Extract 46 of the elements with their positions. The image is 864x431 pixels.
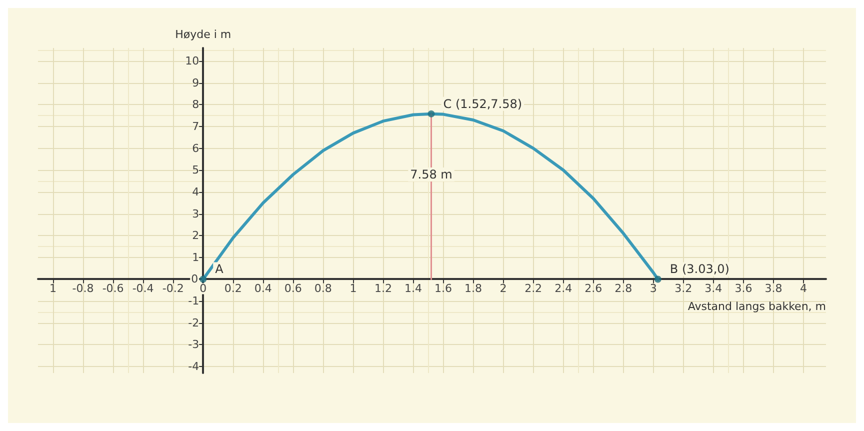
y-tick-label: 7 bbox=[192, 120, 200, 134]
y-tick-label: 3 bbox=[192, 207, 200, 220]
x-tick-label: 1.2 bbox=[374, 282, 392, 296]
y-tick-label: 1 bbox=[192, 250, 200, 264]
x-tick-label: 2 bbox=[500, 282, 507, 296]
x-tick-label: 4 bbox=[800, 282, 807, 296]
x-tick-label: 0.4 bbox=[254, 282, 272, 296]
y-tick-label: -3 bbox=[188, 338, 200, 352]
x-tick-label: 1 bbox=[350, 282, 357, 296]
y-tick-label: -2 bbox=[188, 316, 200, 330]
y-tick-label: 2 bbox=[192, 229, 200, 242]
x-tick-label: 0.8 bbox=[314, 282, 332, 296]
x-tick-label: 1.6 bbox=[434, 282, 452, 296]
x-tick-label: 3.4 bbox=[704, 282, 722, 296]
x-tick-label: 2.4 bbox=[554, 282, 572, 296]
x-tick-label: 0.6 bbox=[284, 282, 302, 296]
y-tick-label: -4 bbox=[188, 360, 200, 373]
x-tick-label: 3.8 bbox=[764, 282, 782, 296]
x-tick-label: -0.8 bbox=[72, 282, 94, 296]
x-tick-label: 2.8 bbox=[614, 282, 632, 296]
y-tick-label: 5 bbox=[192, 164, 200, 177]
x-tick-label: 2.6 bbox=[584, 282, 602, 296]
y-tick-label: 0 bbox=[191, 272, 198, 286]
x-axis-title: Avstand langs bakken, m bbox=[688, 300, 826, 314]
x-tick-label: 3.2 bbox=[674, 282, 692, 296]
x-tick-label: -0.4 bbox=[132, 282, 154, 296]
x-tick-label: 2.2 bbox=[524, 282, 542, 296]
x-tick-label: -0.2 bbox=[162, 282, 184, 296]
x-tick-label: 3.6 bbox=[734, 282, 752, 296]
annotation: B (3.03,0) bbox=[670, 262, 730, 276]
y-tick-label: 6 bbox=[192, 142, 200, 155]
y-tick-label: 9 bbox=[192, 76, 200, 90]
x-tick-label: -0.6 bbox=[102, 282, 124, 296]
y-tick-label: 8 bbox=[192, 98, 200, 112]
annotation: C (1.52,7.58) bbox=[443, 96, 522, 111]
x-tick-label: 1.4 bbox=[404, 282, 422, 296]
y-tick-label: 4 bbox=[192, 185, 200, 198]
y-tick-label: 10 bbox=[185, 54, 200, 68]
y-axis-title: Høyde i m bbox=[175, 28, 232, 41]
x-tick-label: 0.2 bbox=[224, 282, 242, 296]
annotation: 7.58 m bbox=[410, 168, 452, 182]
y-tick-label: -1 bbox=[188, 294, 200, 308]
x-tick-label: 1.8 bbox=[464, 282, 482, 296]
x-tick-label: 3 bbox=[650, 282, 657, 296]
x-tick-label: 1 bbox=[50, 282, 57, 296]
annotation: A bbox=[215, 262, 224, 276]
